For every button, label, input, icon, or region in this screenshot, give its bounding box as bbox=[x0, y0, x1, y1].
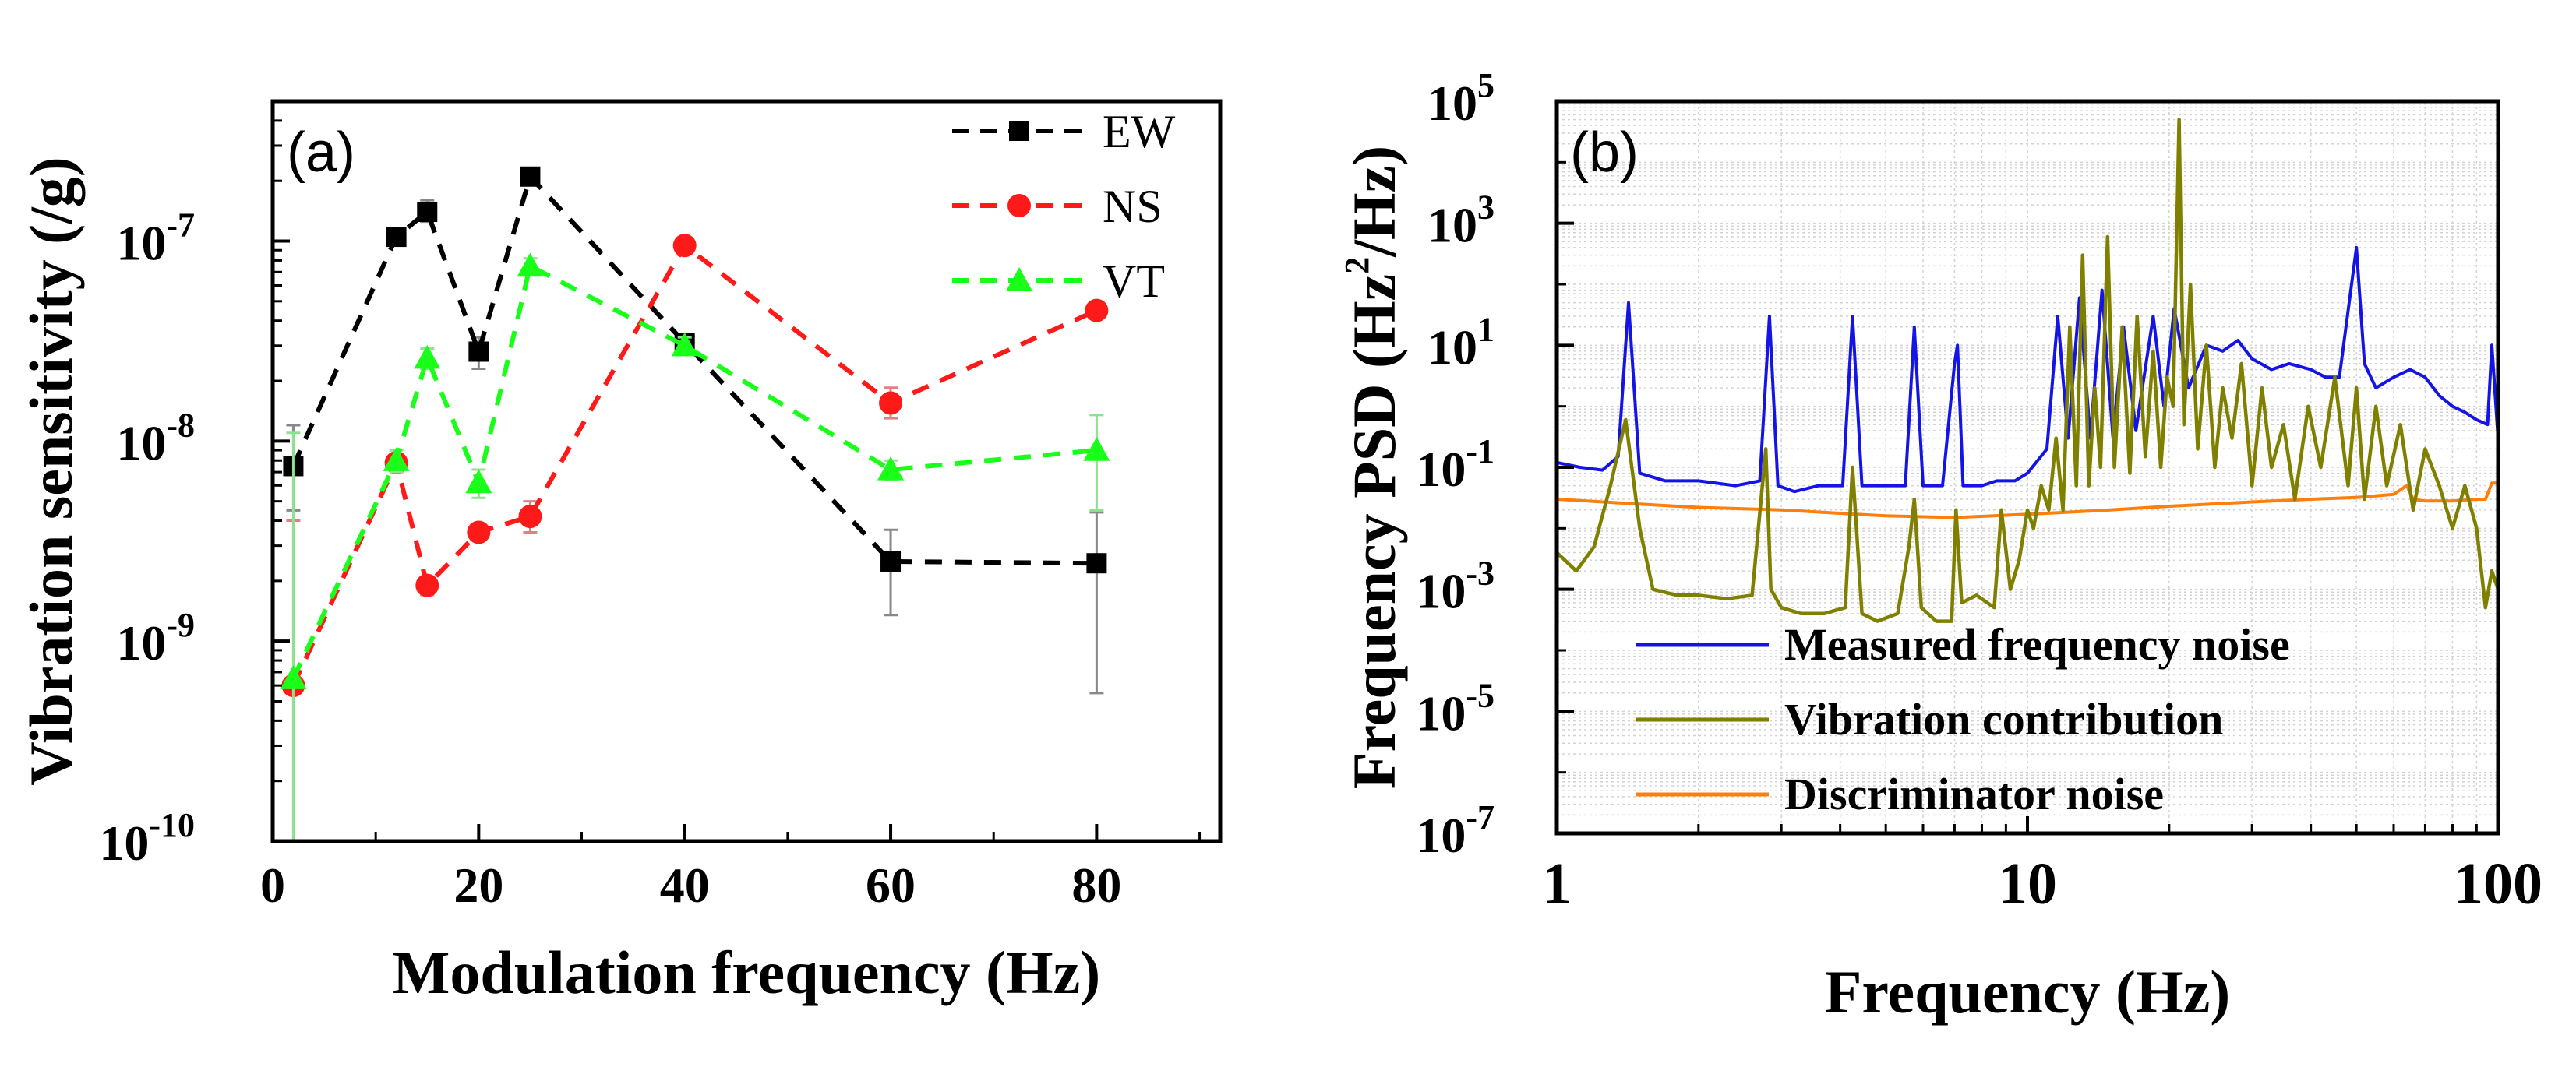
series-ew-point bbox=[386, 227, 407, 248]
series-vt-point bbox=[280, 665, 307, 689]
panel-b-ytick-label-base: 10 bbox=[1427, 76, 1477, 131]
panel-b-ytick-label-base: 10 bbox=[1427, 198, 1477, 253]
series-vt-point bbox=[671, 332, 698, 357]
panel-a-series-layer bbox=[280, 166, 1110, 843]
panel-b-ytick-label-base: 10 bbox=[1416, 685, 1466, 741]
panel-a-ytick-label: 10-7 bbox=[116, 206, 195, 271]
series-ew-point bbox=[1086, 553, 1107, 574]
panel-b-ytick-label-exp: -7 bbox=[1466, 798, 1494, 836]
panel-a-ytick-label-exp: -8 bbox=[166, 406, 195, 444]
panel-a-xtick-label: 20 bbox=[453, 857, 503, 913]
panel-a-ytick-label: 10-9 bbox=[116, 606, 195, 671]
panel-b-ytick-label-base: 10 bbox=[1416, 442, 1466, 497]
series-vt-point bbox=[517, 252, 544, 277]
panel-b-ytick-label-exp: -3 bbox=[1466, 555, 1494, 593]
series-vt bbox=[280, 252, 1110, 843]
panel-b-ytick-label-exp: -5 bbox=[1466, 676, 1494, 714]
series-ew-line bbox=[291, 171, 1097, 566]
panel-a-xtick-label: 80 bbox=[1071, 857, 1121, 913]
panel-a-ytick-label: 10-10 bbox=[99, 806, 195, 871]
legend-ns-marker bbox=[1007, 194, 1031, 217]
panel-a-ytick-label-exp: -10 bbox=[149, 806, 195, 844]
series-ns-point bbox=[672, 234, 697, 258]
panel-b-ylabel-pre: Frequency PSD (Hz bbox=[1340, 274, 1408, 789]
panel-b-xtick-label: 10 bbox=[1998, 851, 2057, 917]
panel-a-legend: EW NS VT bbox=[952, 106, 1176, 307]
panel-b-legend: Measured frequency noise Vibration contri… bbox=[1636, 619, 2290, 819]
panel-b-xlabel: Frequency (Hz) bbox=[1825, 958, 2231, 1026]
legend-vt-label: VT bbox=[1103, 255, 1165, 307]
series-ns-point bbox=[467, 520, 491, 544]
series-measured-frequency-noise-line bbox=[1556, 245, 2500, 494]
series-ns-line bbox=[291, 241, 1098, 687]
panel-a-xlabel: Modulation frequency (Hz) bbox=[393, 938, 1101, 1006]
panel-a-ytick-label-base: 10 bbox=[116, 615, 166, 671]
series-vt-point bbox=[1083, 437, 1110, 461]
panel-b-ylabel-sup: 2 bbox=[1338, 257, 1376, 274]
panel-b-ytick-label-exp: 1 bbox=[1477, 310, 1494, 348]
panel-b-ylabel-post: /Hz) bbox=[1340, 146, 1408, 258]
panel-a-xtick-label: 60 bbox=[866, 857, 916, 913]
panel-a-ytick-label: 10-8 bbox=[116, 406, 195, 470]
panel-b-ytick-label: 10-5 bbox=[1416, 676, 1494, 741]
panel-b-ytick-label: 10-1 bbox=[1416, 432, 1494, 497]
panel-a-ytick-label-exp: -9 bbox=[166, 606, 195, 644]
panel-a-ytick-label-base: 10 bbox=[99, 815, 149, 871]
legend-discriminator-noise-label: Discriminator noise bbox=[1784, 769, 2164, 819]
series-ns bbox=[281, 234, 1109, 843]
series-vt-point bbox=[383, 447, 410, 471]
series-ns-point bbox=[879, 391, 903, 415]
series-ew-point bbox=[880, 551, 902, 572]
series-ns-point bbox=[415, 573, 439, 597]
panel-b-ylabel: Frequency PSD (Hz2/Hz) bbox=[1338, 146, 1408, 789]
panel-b-xtick-label: 100 bbox=[2454, 851, 2542, 917]
panel-a-xtick-label: 0 bbox=[260, 857, 285, 913]
panel-b-label: (b) bbox=[1570, 121, 1639, 184]
panel-b-ytick-label-base: 10 bbox=[1427, 319, 1477, 375]
legend-vibration-contribution-label: Vibration contribution bbox=[1784, 694, 2223, 745]
panel-b-series-layer bbox=[1555, 118, 2500, 623]
panel-b-ytick-label-exp: -1 bbox=[1466, 432, 1494, 470]
panel-a-frame bbox=[270, 99, 1223, 843]
series-ew-point bbox=[417, 201, 438, 222]
series-ns-point bbox=[1085, 298, 1109, 322]
panel-a-label: (a) bbox=[287, 121, 355, 184]
series-vt-point bbox=[414, 344, 441, 369]
panel-a-ytick-label-exp: -7 bbox=[166, 206, 195, 245]
panel-b-ytick-label-exp: 3 bbox=[1477, 188, 1494, 227]
panel-b-ytick-label-base: 10 bbox=[1416, 808, 1466, 863]
legend-measured-frequency-noise-label: Measured frequency noise bbox=[1784, 619, 2290, 670]
series-vt-point bbox=[465, 469, 492, 494]
series-ew bbox=[283, 166, 1107, 695]
panel-b-ytick-label: 101 bbox=[1427, 310, 1494, 375]
panel-b-ytick-label: 10-3 bbox=[1416, 555, 1494, 619]
panel-b-ytick-label-base: 10 bbox=[1416, 564, 1466, 619]
series-vibration-contribution-line bbox=[1555, 118, 2500, 623]
panel-a-ylabel: Vibration sensitivity (/g) bbox=[17, 157, 85, 785]
series-vt-line bbox=[291, 262, 1097, 680]
series-ns-point bbox=[518, 505, 542, 529]
panel-b-ytick-label: 105 bbox=[1427, 66, 1494, 131]
panel-a-xtick-label: 40 bbox=[660, 857, 710, 913]
panel-b-ytick-label-exp: 5 bbox=[1477, 66, 1494, 104]
panel-b-ytick-label: 103 bbox=[1427, 188, 1494, 253]
legend-ew-marker bbox=[1009, 121, 1029, 141]
legend-ns-label: NS bbox=[1103, 181, 1163, 232]
panel-a-ytick-label-base: 10 bbox=[116, 216, 166, 271]
legend-vt-marker bbox=[1006, 267, 1032, 291]
series-vt-point bbox=[877, 456, 905, 481]
panel-b-ytick-label: 10-7 bbox=[1416, 798, 1494, 863]
series-ew-point bbox=[520, 166, 541, 187]
panel-b-xtick-label: 1 bbox=[1542, 851, 1572, 917]
legend-ew-label: EW bbox=[1103, 106, 1176, 157]
series-ew-point bbox=[468, 341, 489, 362]
panel-a-ytick-label-base: 10 bbox=[116, 415, 166, 470]
